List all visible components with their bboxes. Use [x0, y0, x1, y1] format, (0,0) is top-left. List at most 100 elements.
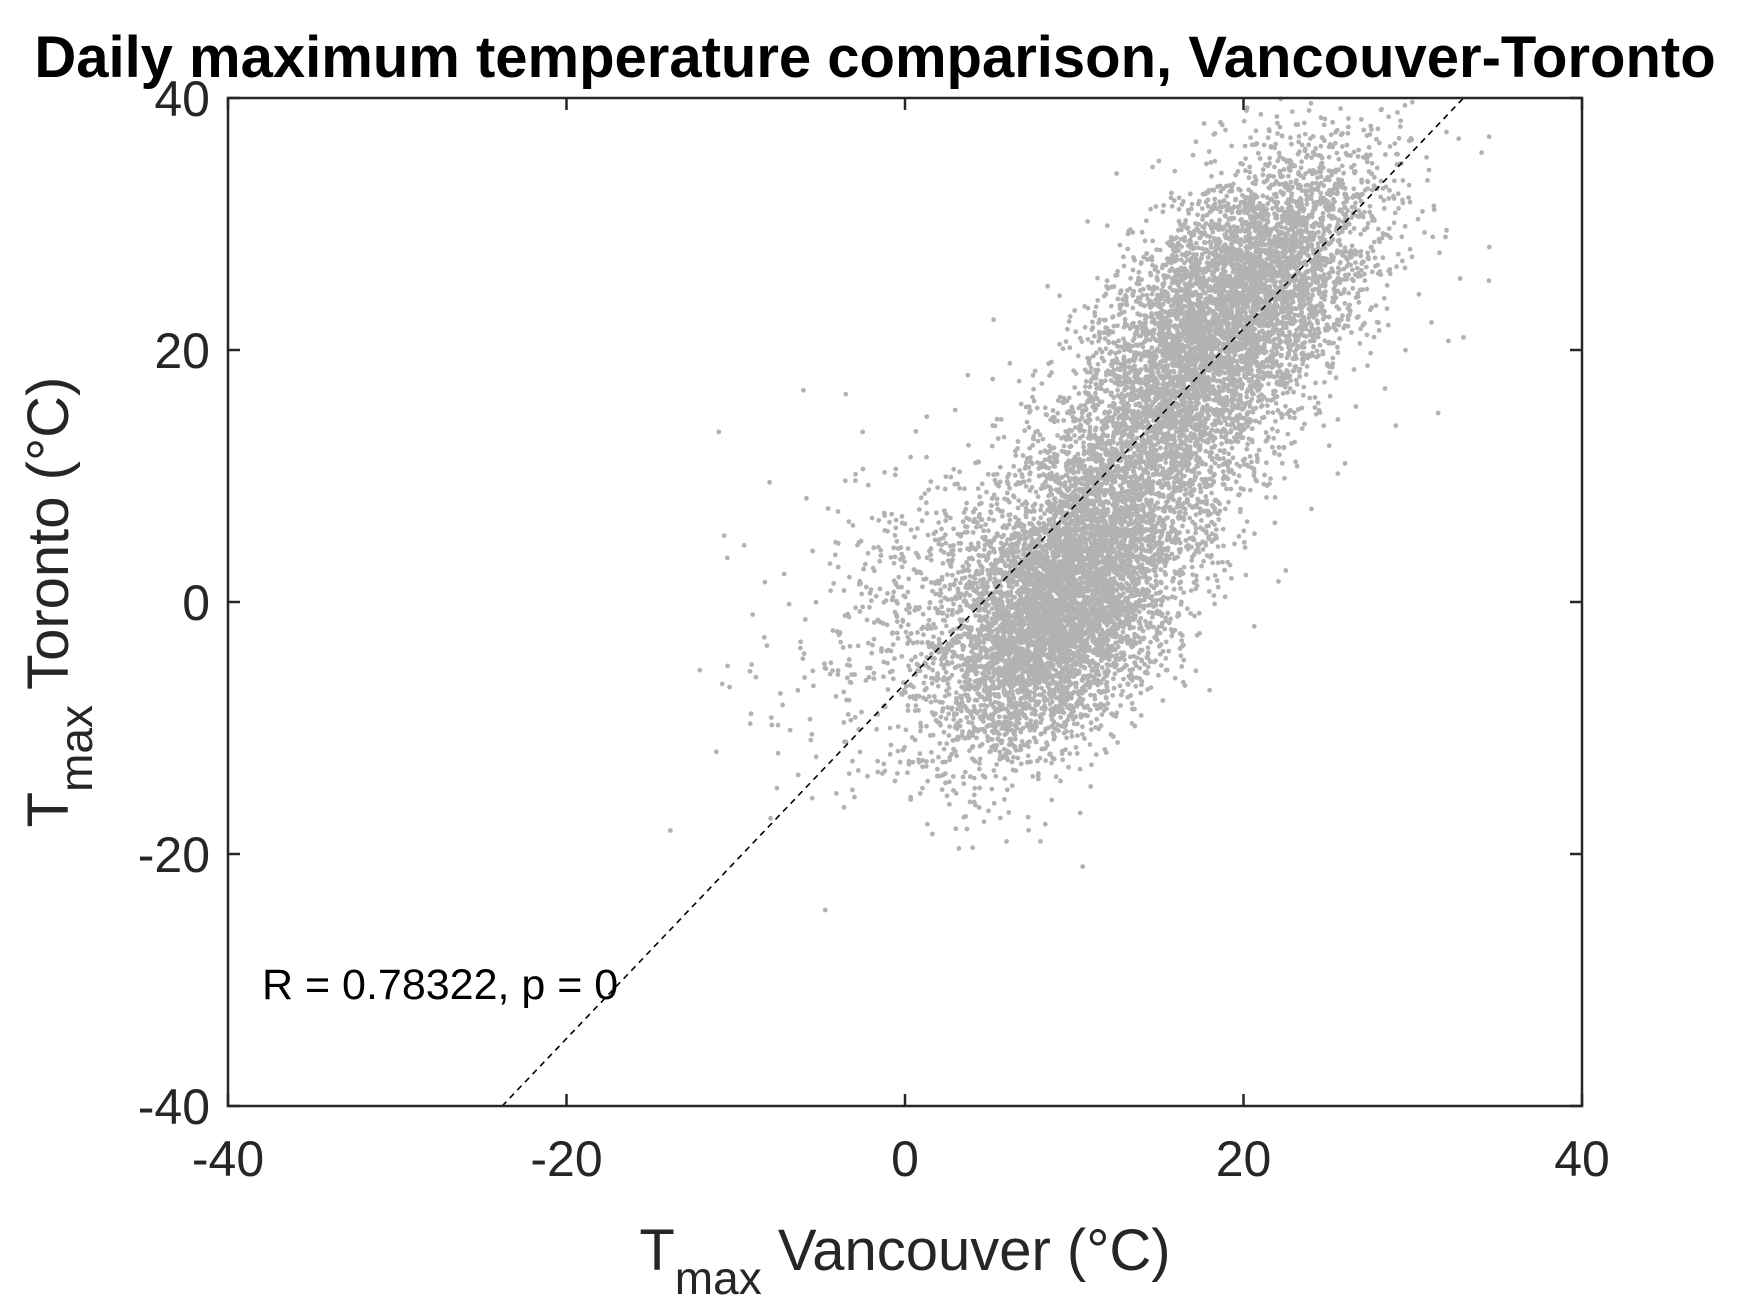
data-point [968, 604, 974, 610]
data-point [1077, 810, 1083, 816]
data-point [1190, 572, 1195, 578]
data-point [964, 669, 969, 675]
data-point [1015, 439, 1021, 444]
data-point [1159, 663, 1164, 668]
data-point [1099, 643, 1105, 649]
data-point [925, 778, 931, 784]
data-point [1142, 670, 1148, 675]
data-point [977, 761, 982, 766]
data-point [923, 763, 929, 769]
data-point [960, 643, 965, 648]
data-point [973, 613, 979, 618]
data-point [1058, 672, 1064, 678]
data-point [973, 638, 979, 643]
data-point [1134, 633, 1139, 638]
data-point [1070, 627, 1076, 633]
data-point [1064, 685, 1070, 690]
data-point [1050, 679, 1056, 685]
data-point [946, 733, 952, 738]
data-point [1052, 496, 1058, 501]
data-point [943, 759, 948, 765]
data-point [985, 567, 990, 573]
data-point [1071, 721, 1077, 727]
data-point [1075, 733, 1080, 738]
data-point [988, 722, 993, 728]
data-point [1014, 719, 1019, 725]
data-point [1011, 525, 1017, 531]
data-point [1210, 560, 1215, 566]
data-point [1037, 692, 1042, 697]
data-point [1197, 630, 1202, 636]
data-point [959, 667, 965, 673]
data-point [1253, 405, 1259, 411]
data-point [1139, 682, 1144, 688]
data-point [992, 549, 997, 555]
data-point [977, 708, 983, 713]
data-point [1223, 127, 1228, 133]
data-point [1104, 223, 1110, 229]
data-point [1111, 685, 1117, 691]
data-point [955, 586, 961, 592]
data-point [1018, 653, 1024, 659]
data-point [1026, 724, 1031, 729]
data-point [1110, 618, 1115, 624]
data-point [1074, 669, 1079, 674]
data-point [1112, 671, 1118, 677]
data-point [1122, 657, 1127, 663]
data-point [957, 679, 962, 685]
data-point [988, 701, 994, 707]
data-point [1140, 628, 1146, 634]
data-point [972, 802, 978, 808]
data-point [1110, 693, 1116, 698]
data-point [859, 709, 864, 715]
data-point [997, 681, 1002, 687]
data-point [996, 714, 1002, 720]
data-point [961, 781, 967, 787]
data-point [1054, 727, 1060, 732]
data-point [946, 711, 951, 717]
data-point [1002, 720, 1008, 726]
data-point [1061, 558, 1066, 564]
data-point [1176, 206, 1182, 212]
data-point [1033, 686, 1038, 692]
data-point [1297, 374, 1303, 379]
data-point [935, 683, 941, 689]
data-point [1060, 757, 1066, 763]
data-points [667, 96, 1492, 913]
data-point [943, 780, 948, 786]
data-point [1109, 711, 1114, 717]
data-point [1038, 720, 1044, 725]
data-point [959, 654, 965, 660]
data-point [926, 665, 932, 670]
data-point [936, 754, 941, 760]
data-point [1079, 690, 1085, 696]
data-point [1039, 746, 1045, 752]
data-point [973, 726, 979, 732]
data-point [949, 672, 955, 678]
data-point [1181, 590, 1187, 595]
data-point [1080, 731, 1085, 737]
data-point [955, 734, 961, 740]
data-point [1102, 688, 1108, 694]
data-point [1099, 627, 1105, 633]
data-point [921, 680, 927, 686]
data-point [1077, 644, 1082, 649]
data-point [1026, 677, 1031, 683]
data-point [1115, 740, 1120, 745]
data-point [1077, 766, 1083, 772]
data-point [887, 725, 893, 731]
data-point [1012, 514, 1018, 520]
data-point [1038, 678, 1044, 683]
data-point [1134, 655, 1140, 661]
data-point [1074, 751, 1080, 756]
data-point [967, 627, 973, 633]
data-point [1088, 727, 1094, 733]
data-point [949, 639, 955, 644]
data-point [1081, 444, 1086, 450]
data-point [967, 547, 972, 553]
data-point [1361, 127, 1367, 133]
data-point [1069, 729, 1074, 735]
data-point [1019, 739, 1025, 744]
data-point [1005, 604, 1011, 609]
